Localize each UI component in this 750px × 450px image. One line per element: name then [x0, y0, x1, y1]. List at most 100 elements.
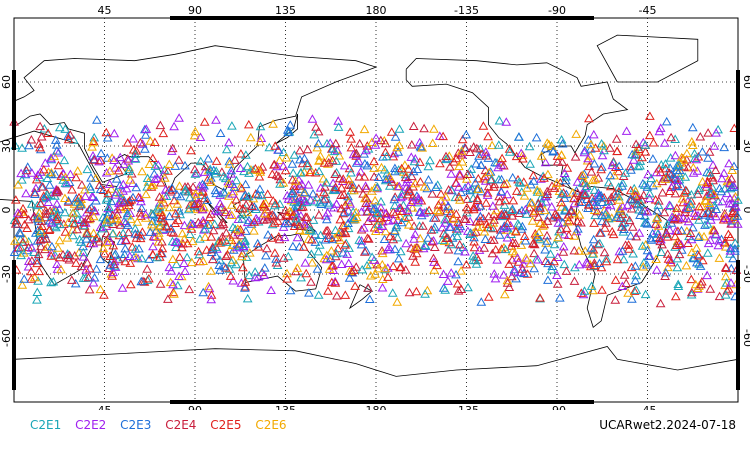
observation-marker [224, 156, 235, 166]
observation-marker [218, 219, 229, 228]
observation-marker [161, 221, 172, 231]
observation-marker [314, 197, 325, 207]
observation-marker [54, 235, 65, 245]
observation-marker [183, 204, 194, 214]
observation-marker [687, 122, 698, 132]
observation-marker [694, 201, 705, 211]
observation-marker [215, 265, 225, 274]
observation-marker [375, 135, 386, 145]
observation-marker [633, 144, 644, 153]
observation-marker [215, 220, 226, 230]
observation-marker [180, 160, 190, 170]
observation-marker [336, 203, 347, 213]
observation-marker [193, 246, 204, 256]
observation-marker [209, 219, 220, 228]
observation-marker [345, 199, 356, 208]
observation-marker [150, 137, 160, 146]
observation-marker [680, 172, 691, 181]
observation-marker [611, 212, 622, 221]
observation-marker [561, 266, 572, 275]
observation-marker [84, 181, 95, 191]
observation-marker [560, 175, 571, 185]
observation-marker [370, 226, 381, 235]
observation-marker [120, 202, 131, 211]
observation-marker [300, 187, 310, 197]
observation-marker [53, 243, 63, 252]
observation-marker [362, 160, 373, 170]
observation-marker [438, 228, 449, 238]
observation-marker [425, 155, 435, 165]
observation-marker [628, 195, 639, 205]
observation-marker [708, 175, 718, 185]
observation-marker [502, 278, 513, 287]
observation-marker [617, 246, 628, 255]
observation-marker [647, 228, 658, 238]
observation-marker [470, 255, 481, 265]
observation-marker [323, 200, 334, 209]
observation-marker [674, 238, 685, 248]
observation-marker [531, 132, 542, 142]
observation-marker [663, 262, 673, 272]
observation-marker [589, 158, 600, 168]
observation-marker [704, 198, 714, 207]
observation-marker [189, 130, 200, 140]
observation-marker [578, 170, 588, 179]
observation-marker [336, 259, 347, 268]
observation-marker [47, 241, 57, 251]
observation-marker [633, 161, 643, 171]
observation-marker [184, 192, 195, 202]
observation-marker [380, 226, 391, 236]
observation-marker [494, 115, 505, 125]
observation-marker [637, 241, 648, 250]
observation-marker [220, 263, 231, 272]
observation-marker [454, 239, 465, 249]
observation-marker [573, 224, 583, 233]
observation-marker [282, 210, 293, 220]
observation-marker [542, 138, 553, 147]
observation-marker [72, 224, 82, 234]
observation-marker [556, 197, 567, 207]
observation-marker [702, 270, 712, 280]
observation-marker [16, 168, 26, 178]
observation-marker [336, 183, 347, 192]
observation-marker [271, 170, 282, 179]
observation-marker [9, 247, 20, 256]
observation-marker [418, 221, 428, 230]
observation-marker [35, 142, 45, 152]
observation-marker [419, 123, 429, 133]
observation-marker [521, 253, 531, 262]
observation-marker [462, 202, 472, 212]
observation-marker [483, 292, 494, 301]
observation-marker [516, 240, 527, 249]
observation-marker [451, 209, 462, 218]
observation-marker [589, 205, 600, 214]
observation-marker [558, 188, 569, 197]
observation-marker [24, 140, 34, 150]
observation-marker [693, 250, 704, 260]
observation-marker [315, 230, 326, 239]
observation-marker [244, 248, 255, 257]
observation-marker [487, 248, 498, 258]
observation-marker [263, 229, 273, 239]
observation-marker [389, 226, 400, 236]
observation-marker [88, 277, 99, 287]
observation-marker [697, 255, 708, 265]
observation-marker [481, 219, 492, 228]
observation-marker [586, 167, 597, 176]
observation-marker [109, 155, 119, 164]
observation-marker [461, 129, 472, 139]
observation-marker [529, 263, 539, 273]
observation-marker [102, 193, 112, 202]
observation-marker [576, 171, 587, 180]
observation-marker [379, 164, 390, 174]
observation-marker [305, 195, 316, 204]
observation-marker [98, 212, 108, 222]
observation-marker [423, 174, 434, 184]
observation-marker [210, 205, 221, 215]
observation-marker [434, 207, 444, 216]
lat-tick-label: 0 [741, 207, 750, 214]
observation-marker [236, 183, 247, 193]
observation-marker [361, 145, 371, 155]
observation-marker [714, 253, 725, 262]
observation-marker [302, 158, 313, 167]
